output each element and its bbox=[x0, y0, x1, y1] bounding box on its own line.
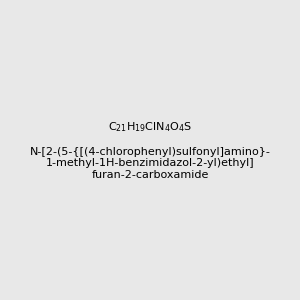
Text: C$_{21}$H$_{19}$ClN$_4$O$_4$S

N-[2-(5-{[(4-chlorophenyl)sulfonyl]amino}-
1-meth: C$_{21}$H$_{19}$ClN$_4$O$_4$S N-[2-(5-{[… bbox=[30, 120, 270, 180]
